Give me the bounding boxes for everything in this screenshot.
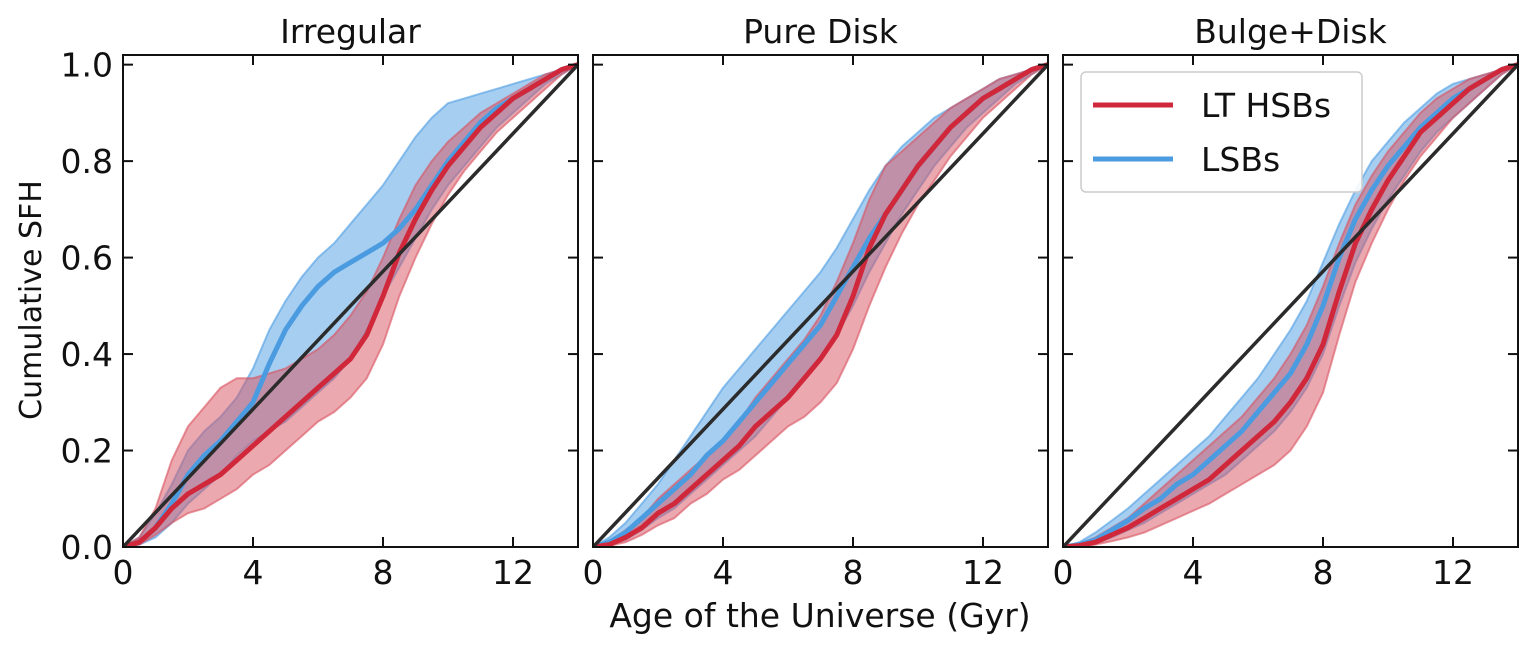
lt-hsb-median-line — [593, 62, 1048, 547]
plot-area — [123, 62, 578, 547]
lt-hsb-range-band — [1063, 63, 1518, 547]
panel-title: Irregular — [280, 12, 421, 51]
x-tick-label: 4 — [243, 553, 264, 592]
panel-1: Irregular 0 4 8 12 0.0 0.2 0.4 0.6 0.8 1.0 — [61, 12, 579, 592]
panel-3: Bulge+Disk 0 4 8 12 — [1053, 12, 1519, 592]
y-tick-label: 0.6 — [61, 239, 113, 278]
x-tick-label: 8 — [1313, 553, 1334, 592]
lsb-median-line — [1063, 62, 1518, 547]
constant-sfr-line — [593, 63, 1048, 547]
figure-ylabel: Cumulative SFH — [14, 180, 49, 420]
panel-2: Pure Disk 0 4 8 12 — [583, 12, 1049, 592]
axes-frame — [592, 54, 1049, 548]
x-tick-label: 12 — [492, 553, 534, 592]
panels: Irregular 0 4 8 12 0.0 0.2 0.4 0.6 0.8 1.0 Pure Dis… — [61, 12, 1519, 592]
legend-label: LSBs — [1201, 140, 1280, 179]
figure-xlabel: Age of the Universe (Gyr) — [609, 596, 1030, 635]
plot-area — [1063, 62, 1518, 547]
plot-area — [593, 62, 1048, 547]
constant-sfr-line — [123, 63, 578, 547]
axes-frame — [1062, 54, 1519, 548]
axes-frame — [122, 54, 579, 548]
legend-label: LT HSBs — [1201, 86, 1331, 125]
legend-entry: LSBs — [1093, 140, 1280, 179]
y-tick-label: 0.2 — [61, 432, 113, 471]
x-tick-label: 12 — [962, 553, 1004, 592]
constant-sfr-line — [1063, 63, 1518, 547]
legend-box — [1080, 71, 1363, 193]
x-tick-label: 0 — [583, 553, 604, 592]
panel-title: Bulge+Disk — [1194, 12, 1387, 51]
x-tick-label: 8 — [843, 553, 864, 592]
x-tick-label: 4 — [713, 553, 734, 592]
panel-title: Pure Disk — [743, 12, 899, 51]
y-tick-label: 0.0 — [61, 528, 113, 567]
legend: LT HSBs LSBs — [1080, 71, 1363, 193]
x-tick-label: 8 — [373, 553, 394, 592]
lt-hsb-median-line — [1063, 62, 1518, 547]
y-tick-label: 0.4 — [61, 335, 113, 374]
y-tick-label: 0.8 — [61, 142, 113, 181]
lt-hsb-median-line — [123, 62, 578, 547]
x-tick-label: 12 — [1432, 553, 1474, 592]
legend-entry: LT HSBs — [1093, 86, 1331, 125]
y-tick-label: 1.0 — [61, 46, 113, 85]
x-tick-label: 0 — [1053, 553, 1074, 592]
x-tick-label: 4 — [1183, 553, 1204, 592]
x-tick-label: 0 — [113, 553, 134, 592]
